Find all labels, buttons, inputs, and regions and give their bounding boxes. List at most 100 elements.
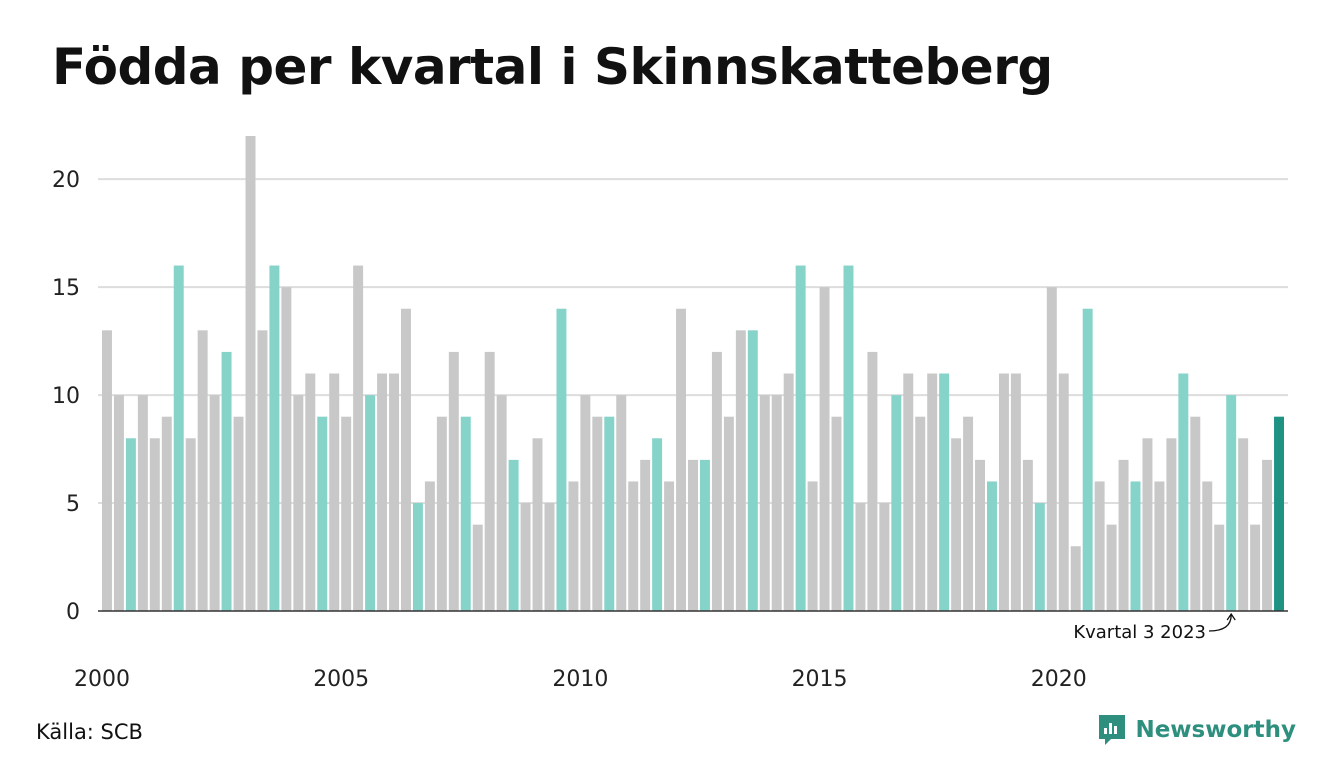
bar <box>137 395 148 611</box>
brand-name: Newsworthy <box>1135 717 1296 743</box>
bar <box>580 395 591 611</box>
bar <box>855 503 866 611</box>
newsworthy-logo: Newsworthy <box>1097 713 1296 747</box>
bar <box>592 416 603 611</box>
bar <box>1130 481 1141 611</box>
bar <box>1058 373 1069 611</box>
bar <box>759 395 770 611</box>
bar <box>281 287 292 611</box>
bar <box>963 416 974 611</box>
bar <box>998 373 1009 611</box>
bar <box>640 459 651 611</box>
bar <box>113 395 124 611</box>
bar <box>1082 308 1093 611</box>
bar <box>628 481 639 611</box>
bar <box>1106 524 1117 611</box>
bar <box>819 287 830 611</box>
bar <box>688 459 698 611</box>
y-tick-labels: 0 5 10 15 20 <box>52 168 80 625</box>
annotation-label: Kvartal 3 2023 <box>1073 622 1206 643</box>
bar <box>257 330 268 611</box>
bar <box>1034 503 1045 611</box>
y-tick-label: 10 <box>52 384 80 409</box>
bar <box>125 438 136 611</box>
bar <box>1262 459 1273 611</box>
bar <box>879 503 890 611</box>
bar <box>771 395 782 611</box>
bar <box>365 395 376 611</box>
bar <box>245 136 256 611</box>
bar <box>927 373 938 611</box>
bar <box>149 438 160 611</box>
bar <box>436 416 447 611</box>
y-tick-label: 5 <box>66 492 80 517</box>
bar <box>1226 395 1237 611</box>
bar <box>723 416 734 611</box>
bar <box>1166 438 1177 611</box>
bar <box>389 373 399 611</box>
bar <box>975 459 986 611</box>
bar <box>329 373 340 611</box>
bar <box>867 351 878 611</box>
bar <box>1094 481 1105 611</box>
bar <box>807 481 818 611</box>
bar <box>412 503 423 611</box>
bar <box>1154 481 1165 611</box>
x-tick-label: 2015 <box>792 667 848 692</box>
bar <box>293 395 304 611</box>
chart-title: Födda per kvartal i Skinnskatteberg <box>52 38 1053 96</box>
y-tick-label: 15 <box>52 276 80 301</box>
bar <box>197 330 208 611</box>
bar <box>1046 287 1057 611</box>
bar <box>305 373 316 611</box>
bar <box>472 524 483 611</box>
bar <box>664 481 675 611</box>
bar <box>460 416 471 611</box>
bar <box>747 330 758 611</box>
bar <box>532 438 543 611</box>
bar <box>102 330 112 611</box>
bar <box>544 503 555 611</box>
bar <box>951 438 962 611</box>
bar <box>221 351 232 611</box>
bar <box>1274 416 1284 611</box>
bar <box>1202 481 1213 611</box>
bar <box>676 308 687 611</box>
bar <box>604 416 615 611</box>
bar <box>735 330 746 611</box>
bar <box>353 265 364 611</box>
annotation: Kvartal 3 2023 <box>1073 612 1236 643</box>
bar <box>317 416 328 611</box>
bar <box>424 481 435 611</box>
bar <box>556 308 567 611</box>
bar <box>1178 373 1189 611</box>
bar <box>508 459 519 611</box>
bar <box>173 265 184 611</box>
bar <box>903 373 914 611</box>
bar <box>209 395 220 611</box>
bar <box>269 265 280 611</box>
bar <box>1070 546 1081 611</box>
bar <box>161 416 172 611</box>
bar <box>831 416 842 611</box>
bar <box>1250 524 1261 611</box>
bar <box>1022 459 1033 611</box>
bar <box>1118 459 1129 611</box>
bar <box>1010 373 1021 611</box>
x-tick-label: 2020 <box>1031 667 1087 692</box>
bar <box>783 373 794 611</box>
bars <box>102 136 1284 611</box>
bar <box>843 265 854 611</box>
bar <box>496 395 507 611</box>
bar <box>1214 524 1225 611</box>
bar <box>915 416 926 611</box>
annotation-arrow <box>1208 612 1236 632</box>
bar <box>939 373 950 611</box>
bar <box>699 459 710 611</box>
x-tick-label: 2010 <box>552 667 608 692</box>
bar <box>400 308 411 611</box>
y-tick-label: 0 <box>66 600 80 625</box>
newsworthy-logo-icon <box>1099 715 1126 745</box>
bar <box>795 265 806 611</box>
